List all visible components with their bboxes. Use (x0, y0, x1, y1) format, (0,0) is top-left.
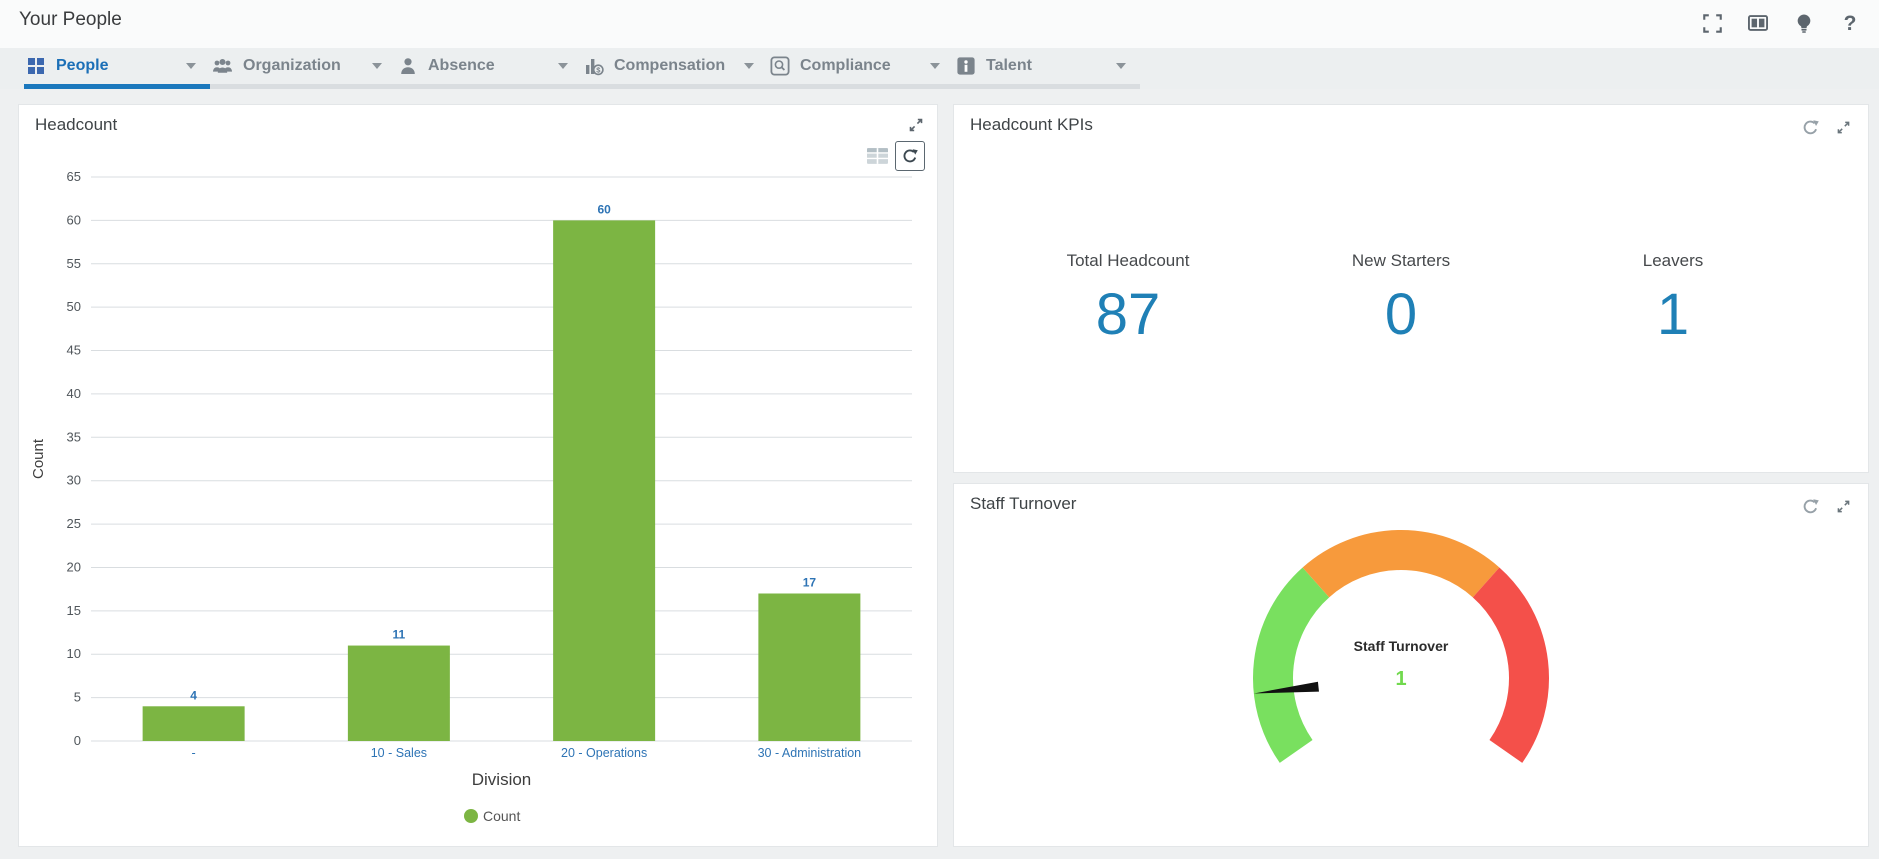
bar-2[interactable] (553, 220, 656, 741)
expand-icon[interactable] (909, 118, 923, 132)
people-grid-icon (28, 58, 44, 74)
svg-text:35: 35 (67, 429, 81, 444)
turnover-panel-title: Staff Turnover (970, 494, 1077, 513)
refresh-icon[interactable] (1802, 498, 1819, 515)
fullscreen-icon[interactable] (1701, 12, 1723, 34)
svg-text:Staff Turnover: Staff Turnover (1354, 638, 1449, 654)
chevron-down-icon[interactable] (1116, 63, 1126, 69)
page-title: Your People (19, 9, 122, 30)
kpi-label: New Starters (1351, 251, 1451, 270)
kpi-total-headcount: Total Headcount 87 (998, 251, 1258, 347)
compensation-chart-dollar-icon: $ (586, 58, 604, 75)
tab-talent-label: Talent (986, 57, 1032, 74)
headcount-panel-title: Headcount (35, 115, 118, 134)
tab-organization-label: Organization (243, 57, 341, 74)
gauge-needle (1253, 681, 1319, 694)
headcount-panel: Headcount 0 5 10 15 20 25 30 35 40 45 50 55 60 65 Coun… (18, 104, 938, 847)
chevron-down-icon[interactable] (186, 63, 196, 69)
svg-text:60: 60 (67, 212, 81, 227)
chevron-down-icon[interactable] (372, 63, 382, 69)
svg-text:30 - Administration: 30 - Administration (758, 746, 862, 760)
svg-text:65: 65 (67, 169, 81, 184)
organization-group-icon (213, 59, 232, 73)
staff-turnover-gauge[interactable]: Staff Turnover 1 (954, 484, 1868, 846)
svg-text:11: 11 (393, 628, 406, 642)
kpi-label: Total Headcount (1066, 251, 1190, 270)
tab-compliance[interactable]: Compliance (768, 48, 954, 89)
tab-organization[interactable]: Organization (210, 48, 396, 89)
tab-people-label: People (56, 57, 109, 74)
svg-text:Count: Count (483, 808, 520, 824)
app-header: Your People ? (0, 0, 1879, 48)
bar-3[interactable] (758, 593, 861, 741)
tab-compensation[interactable]: $ Compensation (582, 48, 768, 89)
refresh-icon (903, 149, 918, 163)
tab-talent[interactable]: Talent (954, 48, 1140, 89)
absence-person-icon (401, 58, 415, 74)
chevron-down-icon[interactable] (558, 63, 568, 69)
header-icon-group: ? (1701, 12, 1861, 34)
layout-columns-icon[interactable] (1747, 12, 1769, 34)
tab-compliance-label: Compliance (800, 57, 891, 74)
kpis-panel-title: Headcount KPIs (970, 115, 1093, 134)
svg-text:40: 40 (67, 386, 81, 401)
bar-1[interactable] (347, 645, 450, 741)
expand-icon[interactable] (1837, 500, 1850, 513)
tab-people[interactable]: People (24, 48, 210, 89)
svg-text:30: 30 (67, 473, 81, 488)
kpi-value: 87 (1095, 282, 1161, 347)
talent-info-icon (957, 57, 975, 75)
svg-text:1: 1 (1395, 668, 1406, 690)
svg-text:20 - Operations: 20 - Operations (561, 746, 647, 760)
svg-text:10 - Sales: 10 - Sales (371, 746, 427, 760)
svg-text:Count: Count (30, 438, 47, 479)
svg-text:10: 10 (67, 646, 81, 661)
expand-icon[interactable] (1837, 121, 1850, 134)
svg-text:55: 55 (67, 256, 81, 271)
lightbulb-icon[interactable] (1793, 12, 1815, 34)
kpi-leavers: Leavers 1 (1543, 251, 1803, 347)
headcount-kpis-panel: Headcount KPIs Total Headcount 87 New St… (953, 104, 1869, 473)
kpi-value: 0 (1384, 282, 1418, 347)
kpi-value: 1 (1656, 282, 1690, 347)
staff-turnover-panel: Staff Turnover Staff Turnover 1 (953, 483, 1869, 847)
table-view-icon[interactable] (867, 148, 888, 164)
headcount-bar-chart[interactable]: 0 5 10 15 20 25 30 35 40 45 50 55 60 65 Count 4 - 11 10 - … (19, 165, 939, 848)
tab-absence[interactable]: Absence (396, 48, 582, 89)
svg-text:25: 25 (67, 516, 81, 531)
svg-text:15: 15 (67, 603, 81, 618)
kpi-new-starters: New Starters 0 (1271, 251, 1531, 347)
chevron-down-icon[interactable] (744, 63, 754, 69)
kpi-label: Leavers (1642, 251, 1704, 270)
tab-compensation-label: Compensation (614, 57, 726, 74)
svg-text:0: 0 (74, 733, 81, 748)
svg-text:45: 45 (67, 343, 81, 358)
compliance-search-icon (770, 56, 790, 76)
refresh-icon[interactable] (1802, 119, 1819, 136)
refresh-chart-button[interactable] (895, 141, 925, 171)
help-icon[interactable]: ? (1843, 11, 1857, 35)
chevron-down-icon[interactable] (930, 63, 940, 69)
turnover-panel-actions (1802, 498, 1850, 515)
svg-text:$: $ (596, 65, 601, 74)
svg-text:-: - (192, 746, 196, 760)
svg-text:20: 20 (67, 559, 81, 574)
dashboard-tabbar: People Organization Absence $ Compensati… (0, 48, 1879, 89)
svg-text:Division: Division (472, 770, 532, 789)
tab-absence-label: Absence (428, 57, 495, 74)
svg-text:17: 17 (803, 575, 817, 589)
bar-0[interactable] (142, 706, 245, 741)
svg-text:5: 5 (74, 690, 81, 705)
svg-text:60: 60 (597, 202, 611, 216)
kpis-panel-actions (1802, 119, 1850, 136)
chart-toolbar (867, 141, 925, 171)
svg-text:4: 4 (190, 688, 197, 702)
svg-text:50: 50 (67, 299, 81, 314)
